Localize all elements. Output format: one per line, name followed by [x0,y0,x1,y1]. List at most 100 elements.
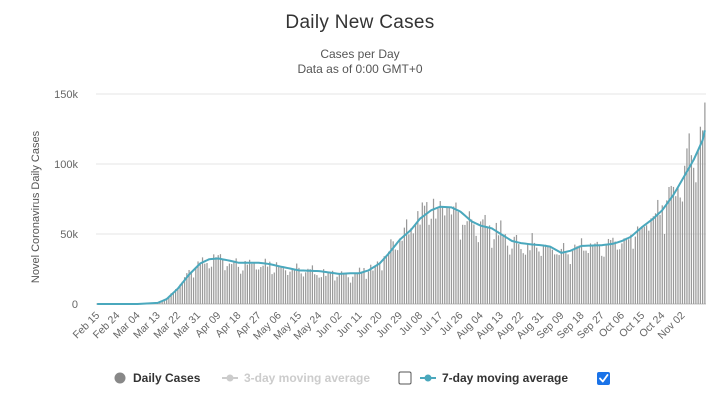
daily-cases-bar[interactable] [619,249,621,304]
daily-cases-bar[interactable] [648,230,650,304]
daily-cases-bar[interactable] [361,273,363,304]
daily-cases-bar[interactable] [336,276,338,304]
daily-cases-bar[interactable] [280,266,282,304]
daily-cases-bar[interactable] [421,202,423,304]
legend-3day-marker[interactable] [226,374,234,382]
daily-cases-bar[interactable] [215,257,217,304]
daily-cases-bar[interactable] [201,257,204,304]
daily-cases-bar[interactable] [448,207,450,304]
daily-cases-bar[interactable] [289,271,291,304]
daily-cases-bar[interactable] [569,264,571,304]
daily-cases-bar[interactable] [414,224,417,304]
daily-cases-bar[interactable] [174,289,177,304]
daily-cases-bar[interactable] [305,272,307,304]
daily-cases-bar[interactable] [466,221,468,304]
daily-cases-bar[interactable] [372,270,374,304]
daily-cases-bar[interactable] [652,216,654,304]
daily-cases-bar[interactable] [352,276,354,304]
daily-cases-bar[interactable] [621,243,623,304]
daily-cases-bar[interactable] [677,187,679,304]
daily-cases-bar[interactable] [394,249,397,304]
daily-cases-bar[interactable] [632,248,634,304]
daily-cases-bar[interactable] [432,198,435,304]
daily-cases-bar[interactable] [399,238,401,304]
daily-cases-bar[interactable] [592,245,594,304]
legend-7day-marker[interactable] [424,374,432,382]
daily-cases-bar[interactable] [237,266,240,304]
daily-cases-bar[interactable] [450,214,453,304]
daily-cases-bar[interactable] [228,263,231,304]
daily-cases-bar[interactable] [580,238,583,304]
daily-cases-bar[interactable] [168,296,170,304]
daily-cases-bar[interactable] [583,250,585,304]
daily-cases-bar[interactable] [309,269,311,304]
daily-cases-bar[interactable] [459,239,462,304]
daily-cases-bar[interactable] [641,226,643,304]
daily-cases-bar[interactable] [549,246,551,304]
daily-cases-bar[interactable] [397,250,399,304]
daily-cases-bar[interactable] [693,167,695,304]
daily-cases-bar[interactable] [491,247,493,304]
daily-cases-bar[interactable] [287,274,289,304]
daily-cases-bar[interactable] [704,102,706,304]
daily-cases-bar[interactable] [334,280,336,304]
daily-cases-bar[interactable] [558,255,560,304]
daily-cases-bar[interactable] [172,292,174,304]
daily-cases-bar[interactable] [666,200,668,304]
daily-cases-bar[interactable] [405,219,408,304]
daily-cases-bar[interactable] [224,270,226,304]
daily-cases-bar[interactable] [457,211,459,304]
daily-cases-bar[interactable] [585,250,587,304]
daily-cases-bar[interactable] [636,226,639,304]
daily-cases-bar[interactable] [684,165,686,304]
daily-cases-bar[interactable] [484,214,486,304]
daily-cases-bar[interactable] [388,251,390,304]
daily-cases-bar[interactable] [320,277,323,304]
daily-cases-bar[interactable] [681,201,684,304]
daily-cases-bar[interactable] [300,273,302,304]
daily-cases-bar[interactable] [347,277,349,304]
daily-cases-bar[interactable] [271,274,273,304]
daily-cases-bar[interactable] [204,263,206,304]
daily-cases-bar[interactable] [376,261,379,304]
daily-cases-bar[interactable] [502,236,504,304]
daily-cases-bar[interactable] [506,245,509,304]
daily-cases-bar[interactable] [612,237,614,304]
daily-cases-bar[interactable] [529,250,531,304]
daily-cases-bar[interactable] [578,245,580,304]
daily-cases-bar[interactable] [565,253,567,304]
daily-cases-bar[interactable] [374,266,376,304]
daily-cases-bar[interactable] [401,240,403,304]
daily-cases-bar[interactable] [264,258,266,304]
daily-cases-bar[interactable] [594,243,596,304]
daily-cases-bar[interactable] [192,277,195,304]
daily-cases-bar[interactable] [605,244,607,304]
daily-cases-bar[interactable] [251,263,253,304]
daily-cases-bar[interactable] [260,267,262,304]
daily-cases-bar[interactable] [275,262,278,304]
daily-cases-bar[interactable] [540,255,542,304]
daily-cases-bar[interactable] [166,298,168,304]
daily-cases-bar[interactable] [331,270,334,304]
daily-cases-bar[interactable] [533,242,536,304]
daily-cases-bar[interactable] [497,235,500,304]
daily-cases-bar[interactable] [426,202,428,304]
daily-cases-bar[interactable] [314,274,316,304]
daily-cases-bar[interactable] [195,268,197,304]
daily-cases-bar[interactable] [654,213,657,304]
daily-cases-bar[interactable] [244,261,246,304]
daily-cases-bar[interactable] [639,228,641,304]
daily-cases-bar[interactable] [345,273,347,304]
daily-cases-bar[interactable] [455,202,457,304]
daily-cases-bar[interactable] [423,205,426,304]
daily-cases-bar[interactable] [610,239,612,304]
daily-cases-bar[interactable] [188,269,190,304]
daily-cases-bar[interactable] [625,237,628,304]
daily-cases-bar[interactable] [302,276,305,304]
daily-cases-bar[interactable] [596,241,598,304]
daily-cases-bar[interactable] [686,148,688,304]
daily-cases-bar[interactable] [614,241,616,304]
daily-cases-bar[interactable] [356,273,358,304]
daily-cases-bar[interactable] [390,239,392,304]
daily-cases-bar[interactable] [231,264,233,304]
